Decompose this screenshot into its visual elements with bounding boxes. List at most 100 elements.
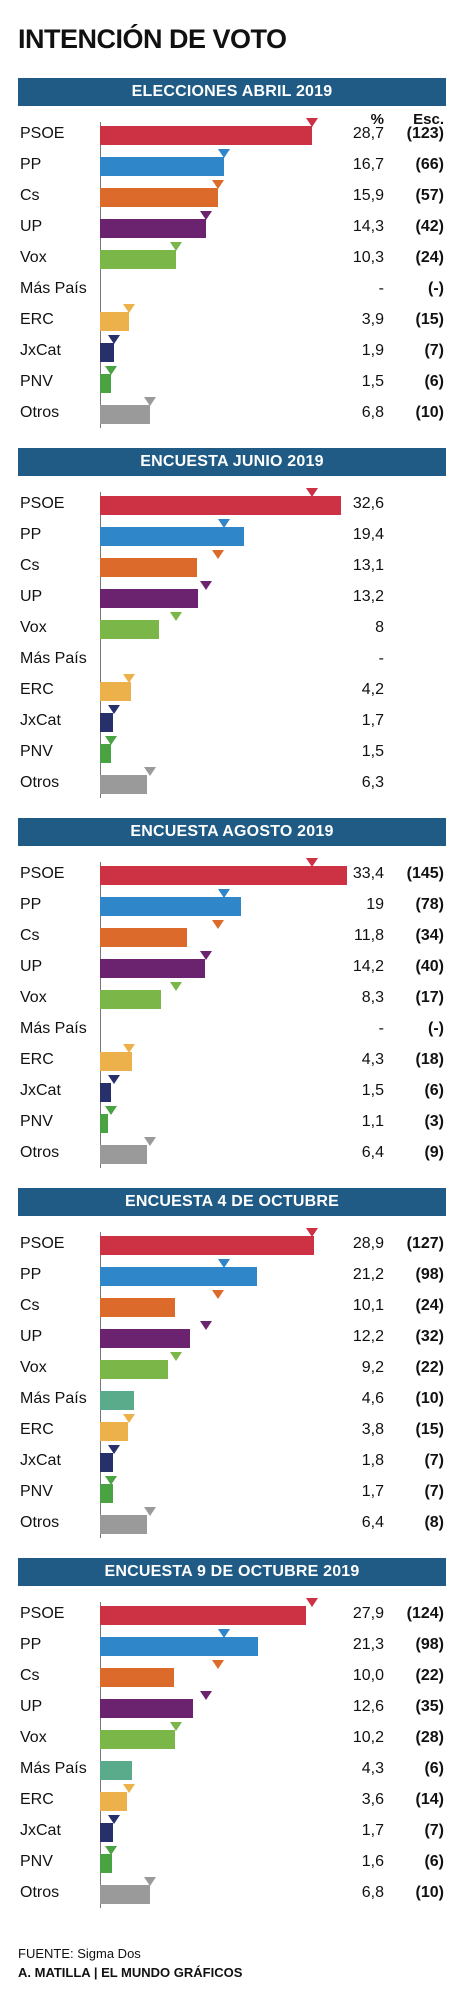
value-label: 1,9	[361, 342, 384, 359]
bar	[100, 1329, 191, 1348]
reference-marker	[144, 767, 157, 776]
reference-marker	[306, 1598, 319, 1607]
chart-row: JxCat 1,7	[18, 705, 446, 737]
bar	[100, 990, 162, 1009]
party-label: PP	[20, 1636, 42, 1653]
party-label: Otros	[20, 1884, 60, 1901]
bar	[100, 1792, 127, 1811]
seats-column-header: Esc.	[413, 111, 444, 128]
value-label: 8	[375, 619, 384, 636]
chart-title: ENCUESTA AGOSTO 2019	[18, 818, 446, 846]
reference-marker	[122, 1414, 135, 1423]
seats-label: (98)	[415, 1266, 444, 1283]
party-label: Cs	[20, 927, 40, 944]
party-label: Vox	[20, 989, 47, 1006]
party-label: PP	[20, 156, 42, 173]
seats-label: (15)	[415, 311, 444, 328]
seats-label: (35)	[415, 1698, 444, 1715]
seats-label: (98)	[415, 1636, 444, 1653]
bar	[100, 312, 129, 331]
party-label: JxCat	[20, 342, 61, 359]
chart-row: PSOE 32,6	[18, 488, 446, 520]
party-label: PNV	[20, 1483, 53, 1500]
value-label: 14,2	[352, 958, 384, 975]
bar	[100, 188, 218, 207]
chart-title: ENCUESTA 4 DE OCTUBRE	[18, 1188, 446, 1216]
bar	[100, 1052, 132, 1071]
bar	[100, 157, 224, 176]
chart-row: Otros 6,8 (10)	[18, 397, 446, 429]
bar	[100, 1823, 113, 1842]
bar	[100, 1360, 169, 1379]
chart-row: UP 14,2 (40)	[18, 951, 446, 983]
value-label: 11,8	[354, 927, 384, 944]
value-label: 1,5	[361, 743, 384, 760]
bar	[100, 1298, 175, 1317]
seats-label: (8)	[424, 1514, 444, 1531]
bar	[100, 1515, 148, 1534]
bar	[100, 1422, 129, 1441]
value-label: 1,7	[361, 712, 384, 729]
value-label: 6,8	[361, 1884, 384, 1901]
seats-label: (10)	[415, 1390, 444, 1407]
party-label: ERC	[20, 1791, 54, 1808]
chart-panel: ENCUESTA 9 DE OCTUBRE 2019 PSOE 27,9 (124) P…	[18, 1558, 446, 1910]
reference-marker	[217, 889, 230, 898]
party-label: PP	[20, 896, 42, 913]
reference-marker	[199, 581, 212, 590]
party-label: UP	[20, 1328, 43, 1345]
chart-row: JxCat 1,5 (6)	[18, 1075, 446, 1107]
chart-row: Vox 10,2 (28)	[18, 1722, 446, 1754]
reference-marker	[108, 1815, 121, 1824]
chart-row: UP 13,2	[18, 581, 446, 613]
bar	[100, 682, 132, 701]
chart-row: JxCat 1,9 (7)	[18, 335, 446, 367]
seats-label: (6)	[424, 1082, 444, 1099]
bar	[100, 775, 147, 794]
party-label: Otros	[20, 774, 60, 791]
chart-row: PP 21,3 (98)	[18, 1629, 446, 1661]
bar	[100, 558, 197, 577]
party-label: PSOE	[20, 865, 65, 882]
chart-row: Más País - (-)	[18, 1015, 446, 1045]
value-label: 10,0	[352, 1667, 384, 1684]
party-label: PSOE	[20, 495, 65, 512]
bar	[100, 405, 151, 424]
reference-marker	[105, 1846, 118, 1855]
party-label: ERC	[20, 1421, 54, 1438]
seats-label: (124)	[406, 1605, 444, 1622]
value-label: 9,2	[361, 1359, 384, 1376]
chart-row: PSOE 27,9 (124)	[18, 1598, 446, 1630]
reference-marker	[217, 1259, 230, 1268]
seats-label: (6)	[424, 1853, 444, 1870]
value-label: 14,3	[352, 218, 384, 235]
bar	[100, 1699, 194, 1718]
chart-title: ENCUESTA 9 DE OCTUBRE 2019	[18, 1558, 446, 1586]
party-label: Más País	[20, 1020, 87, 1037]
chart-row: Otros 6,4 (9)	[18, 1137, 446, 1169]
party-label: ERC	[20, 1051, 54, 1068]
chart-row: PNV 1,7 (7)	[18, 1476, 446, 1508]
chart-row: PNV 1,6 (6)	[18, 1846, 446, 1878]
chart-title: ELECCIONES ABRIL 2019	[18, 78, 446, 106]
chart-title: ENCUESTA JUNIO 2019	[18, 448, 446, 476]
party-label: PP	[20, 526, 42, 543]
party-label: Vox	[20, 1729, 47, 1746]
value-label: 4,3	[361, 1760, 384, 1777]
chart-row: ERC 3,6 (14)	[18, 1784, 446, 1816]
seats-label: (7)	[424, 1483, 444, 1500]
bar	[100, 959, 206, 978]
value-label: 13,2	[352, 588, 384, 605]
bar	[100, 343, 115, 362]
value-label: 3,6	[361, 1791, 384, 1808]
seats-label: (40)	[415, 958, 444, 975]
chart-row: JxCat 1,7 (7)	[18, 1815, 446, 1847]
party-label: JxCat	[20, 712, 61, 729]
value-label: 4,6	[361, 1390, 384, 1407]
bar	[100, 1453, 114, 1472]
value-label: 1,8	[361, 1452, 384, 1469]
reference-marker	[199, 951, 212, 960]
seats-label: (24)	[415, 249, 444, 266]
bar	[100, 1236, 314, 1255]
seats-label: (17)	[415, 989, 444, 1006]
